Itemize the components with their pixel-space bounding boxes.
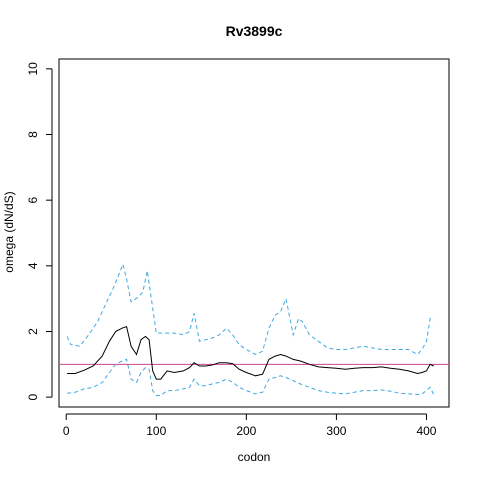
y-tick-label-5: 10 — [26, 62, 40, 76]
series-estimate — [67, 325, 434, 380]
x-tick-label-1: 100 — [146, 424, 166, 438]
y-tick-label-1: 2 — [26, 328, 40, 335]
plot-area: 0 100 200 300 400 0 2 4 6 8 10 — [26, 58, 450, 438]
y-tick-label-3: 6 — [26, 197, 40, 204]
x-tick-label-4: 400 — [416, 424, 436, 438]
x-tick-label-2: 200 — [236, 424, 256, 438]
x-tick-label-3: 300 — [326, 424, 346, 438]
x-tick-label-0: 0 — [63, 424, 70, 438]
y-tick-label-4: 8 — [26, 131, 40, 138]
y-tick-label-0: 0 — [26, 393, 40, 400]
series-lower — [67, 358, 435, 396]
y-tick-label-2: 4 — [26, 262, 40, 269]
plot-frame — [58, 58, 450, 408]
series-upper — [66, 262, 434, 356]
chart-title: Rv3899c — [226, 23, 283, 39]
x-axis-label: codon — [238, 450, 271, 464]
y-axis-label: omega (dN/dS) — [2, 191, 16, 272]
